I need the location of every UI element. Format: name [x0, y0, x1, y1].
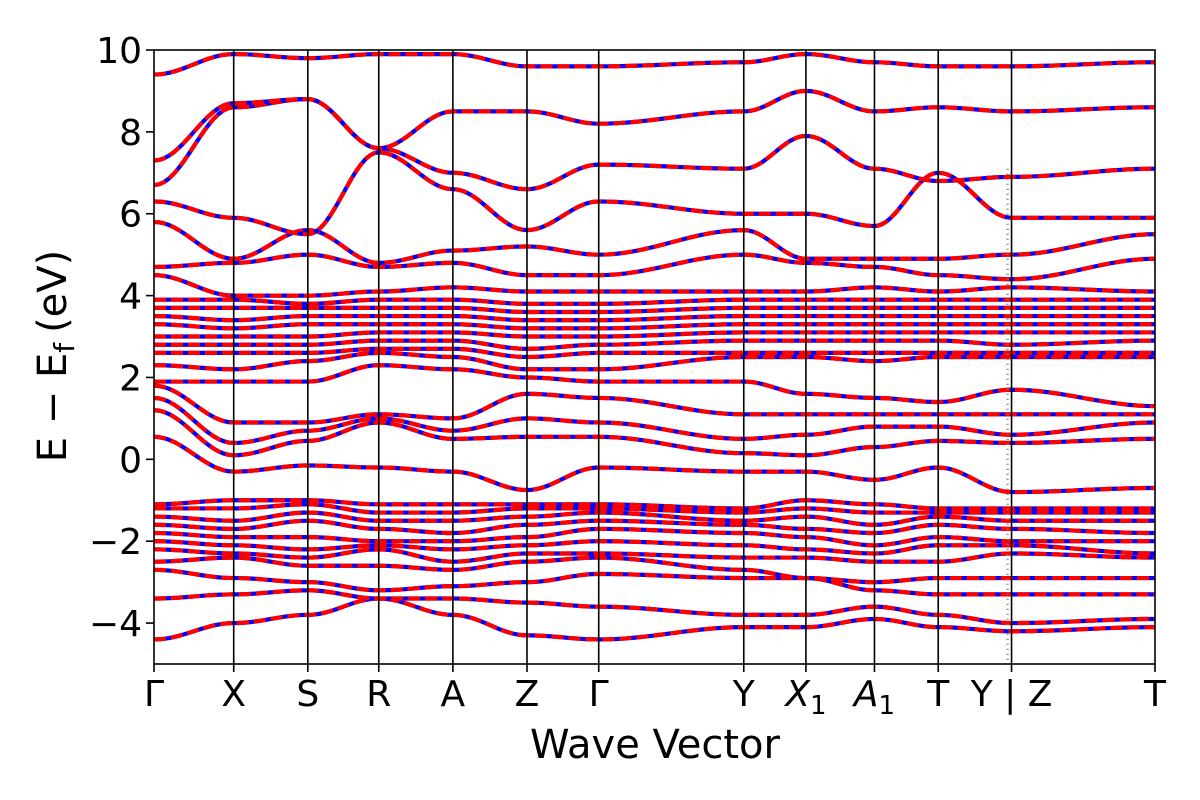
- band-line-overlay-12: [154, 434, 1155, 495]
- bands-layer: [154, 51, 1155, 642]
- y-axis-title: E − Ef (eV): [30, 250, 81, 463]
- band-line-30: [154, 88, 1155, 163]
- band-line-overlay-30: [154, 88, 1155, 163]
- x-tick-label: T: [926, 674, 950, 715]
- x-tick-label: Γ: [144, 674, 164, 715]
- x-tick-label: Y | Z: [970, 674, 1053, 715]
- band-line-16: [154, 363, 1155, 409]
- kpoint-lines: [232, 50, 1013, 664]
- y-tick-label: −4: [89, 604, 142, 645]
- y-axis-title-unit: (eV): [30, 250, 76, 333]
- band-line-overlay-1: [154, 596, 1155, 642]
- x-tick-label: Γ: [589, 674, 609, 715]
- plot-frame: [153, 49, 1156, 665]
- y-axis-title-main: E − E: [30, 353, 76, 463]
- x-axis-title: Wave Vector: [530, 722, 781, 768]
- x-tick-label: A1: [852, 674, 895, 721]
- x-tick-label: Y: [732, 674, 756, 715]
- x-tick-label: X1: [783, 674, 826, 721]
- y-tick-label: 0: [119, 440, 142, 481]
- x-tick-label: R: [366, 674, 391, 715]
- x-tick-label: X: [221, 674, 246, 715]
- y-tick-label: 6: [119, 195, 142, 236]
- x-tick-label: Z: [515, 674, 540, 715]
- x-axis-ticks: Γ X S R A Z Γ Y X1 A1 T Y | Z T: [144, 664, 1167, 721]
- y-tick-label: 8: [119, 113, 142, 154]
- y-tick-label: 10: [96, 31, 142, 72]
- y-tick-label: 4: [119, 277, 142, 318]
- y-tick-label: 2: [119, 358, 142, 399]
- y-axis-title-subscript: f: [48, 342, 81, 353]
- x-tick-label: S: [296, 674, 319, 715]
- band-line-overlay-26: [154, 252, 1155, 282]
- y-axis-ticks: −4 −2 0 2 4 6 8 10: [89, 31, 154, 645]
- band-line-overlay-4: [154, 555, 1155, 585]
- band-line-1: [154, 596, 1155, 642]
- x-tick-label: A: [441, 674, 466, 715]
- y-tick-label: −2: [89, 522, 142, 563]
- x-tick-label: T: [1143, 674, 1167, 715]
- band-line-overlay-16: [154, 363, 1155, 409]
